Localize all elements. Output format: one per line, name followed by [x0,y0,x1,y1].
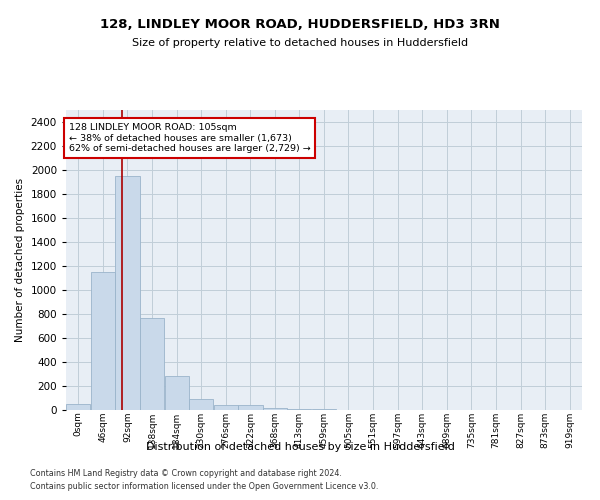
Text: Contains HM Land Registry data © Crown copyright and database right 2024.: Contains HM Land Registry data © Crown c… [30,468,342,477]
Bar [189,399,214,410]
Text: Distribution of detached houses by size in Huddersfield: Distribution of detached houses by size … [146,442,454,452]
Text: Size of property relative to detached houses in Huddersfield: Size of property relative to detached ho… [132,38,468,48]
Text: Contains public sector information licensed under the Open Government Licence v3: Contains public sector information licen… [30,482,379,491]
Bar [238,405,263,410]
Bar [214,405,238,410]
Text: 128, LINDLEY MOOR ROAD, HUDDERSFIELD, HD3 3RN: 128, LINDLEY MOOR ROAD, HUDDERSFIELD, HD… [100,18,500,30]
Bar [287,409,311,410]
Bar [164,376,189,410]
Bar [115,176,140,410]
Bar [66,404,91,410]
Bar [140,318,164,410]
Text: 128 LINDLEY MOOR ROAD: 105sqm
← 38% of detached houses are smaller (1,673)
62% o: 128 LINDLEY MOOR ROAD: 105sqm ← 38% of d… [68,123,310,153]
Y-axis label: Number of detached properties: Number of detached properties [15,178,25,342]
Bar [91,272,115,410]
Bar [263,408,287,410]
